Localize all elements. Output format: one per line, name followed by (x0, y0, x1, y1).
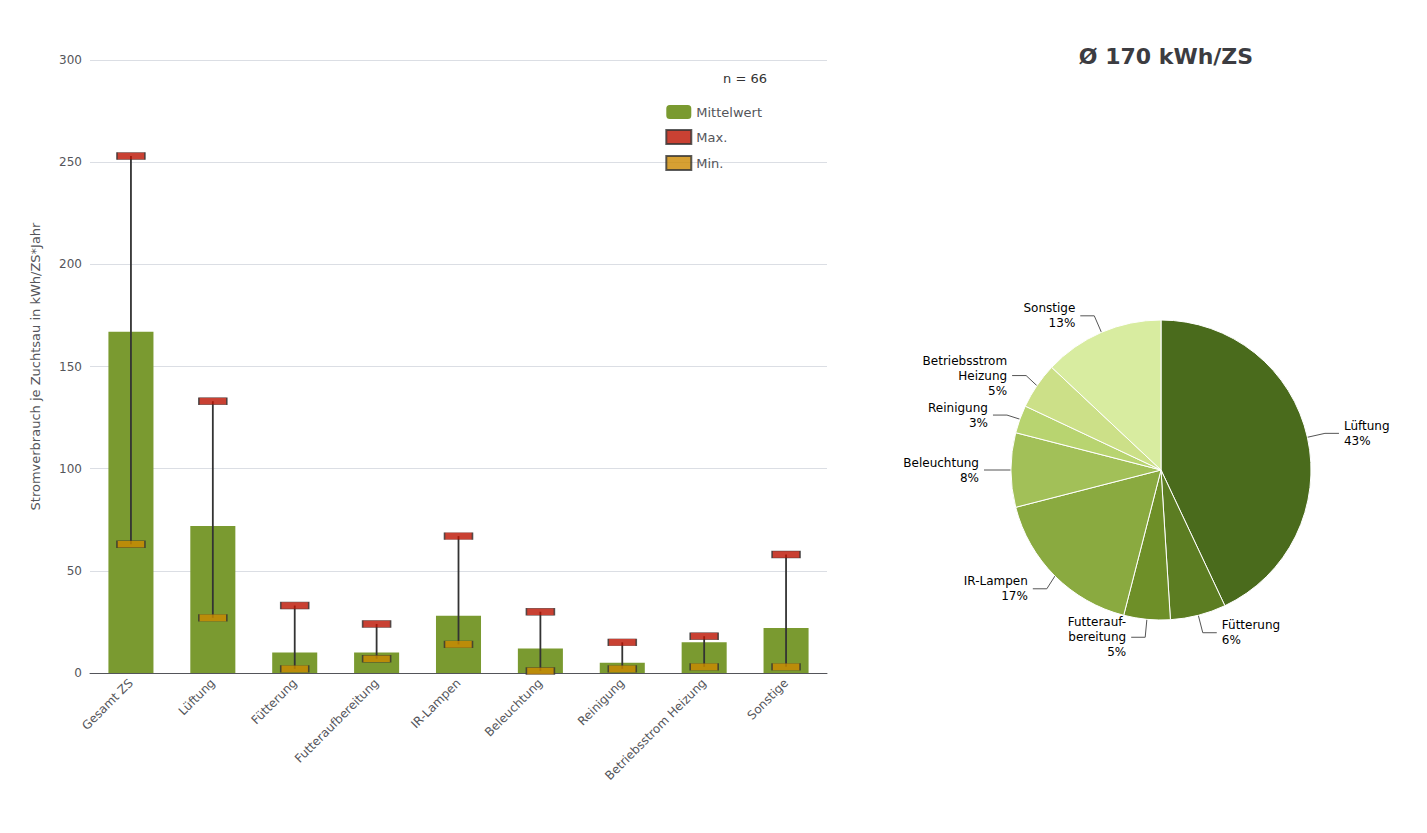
svg-text:bereitung: bereitung (1068, 630, 1126, 644)
svg-text:Max.: Max. (696, 130, 727, 145)
svg-text:150: 150 (59, 360, 82, 374)
svg-text:250: 250 (59, 155, 82, 169)
svg-text:Stromverbrauch je Zuchtsau in: Stromverbrauch je Zuchtsau in kWh/ZS*Jah… (28, 222, 43, 511)
svg-text:Futteraufbereitung: Futteraufbereitung (292, 676, 381, 765)
svg-text:50: 50 (67, 564, 82, 578)
svg-text:Lüftung: Lüftung (1344, 419, 1390, 433)
svg-text:Sonstige: Sonstige (744, 676, 791, 723)
svg-text:5%: 5% (1107, 645, 1126, 659)
svg-text:IR-Lampen: IR-Lampen (408, 676, 463, 731)
svg-text:Lüftung: Lüftung (176, 676, 218, 718)
svg-text:Sonstige: Sonstige (1023, 301, 1075, 315)
svg-text:3%: 3% (969, 416, 988, 430)
svg-text:100: 100 (59, 462, 82, 476)
svg-text:Fütterung: Fütterung (1222, 618, 1280, 632)
svg-text:5%: 5% (988, 384, 1007, 398)
svg-text:200: 200 (59, 257, 82, 271)
svg-text:Beleuchtung: Beleuchtung (482, 676, 545, 739)
svg-text:n = 66: n = 66 (723, 71, 767, 86)
svg-text:300: 300 (59, 53, 82, 67)
svg-text:0: 0 (74, 666, 82, 680)
svg-text:Min.: Min. (696, 156, 723, 171)
svg-text:Mittelwert: Mittelwert (696, 105, 762, 120)
svg-text:Heizung: Heizung (958, 369, 1007, 383)
svg-text:Reinigung: Reinigung (928, 401, 988, 415)
svg-text:Reinigung: Reinigung (575, 676, 627, 728)
svg-text:43%: 43% (1344, 434, 1371, 448)
svg-text:6%: 6% (1222, 633, 1241, 647)
svg-text:Betriebsstrom: Betriebsstrom (923, 354, 1008, 368)
svg-text:Beleuchtung: Beleuchtung (903, 456, 979, 470)
svg-text:17%: 17% (1001, 589, 1028, 603)
svg-text:Ø 170 kWh/ZS: Ø 170 kWh/ZS (1079, 44, 1253, 69)
svg-text:Betriebsstrom Heizung: Betriebsstrom Heizung (602, 676, 709, 783)
svg-text:13%: 13% (1049, 316, 1076, 330)
svg-text:IR-Lampen: IR-Lampen (964, 574, 1028, 588)
svg-text:Fütterung: Fütterung (249, 676, 300, 727)
svg-text:Gesamt ZS: Gesamt ZS (79, 676, 136, 733)
svg-text:Futterauf-: Futterauf- (1068, 615, 1126, 629)
svg-text:8%: 8% (960, 471, 979, 485)
